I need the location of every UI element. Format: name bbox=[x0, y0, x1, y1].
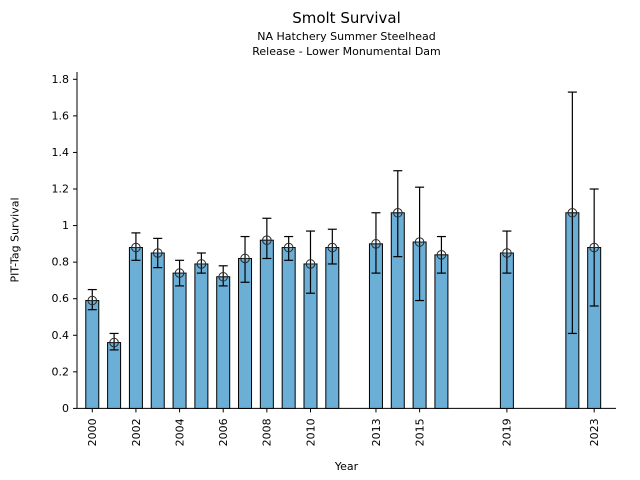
marker-circle-2003 bbox=[152, 248, 163, 258]
marker-circle-2006 bbox=[218, 271, 229, 282]
marker-circle-2014 bbox=[392, 207, 403, 218]
marker-circle-2009 bbox=[283, 242, 294, 253]
marker-circle-2013 bbox=[371, 239, 381, 249]
x-tick-label: 2023 bbox=[588, 418, 601, 446]
x-tick-label: 2006 bbox=[217, 418, 230, 446]
bar-2003 bbox=[150, 252, 165, 409]
x-tick-label: 2004 bbox=[173, 418, 186, 446]
x-tick-label: 2008 bbox=[261, 418, 274, 446]
y-tick-label: 1 bbox=[62, 219, 69, 232]
marker-circle-2007 bbox=[240, 253, 250, 264]
bar-2004 bbox=[172, 272, 187, 409]
marker-circle-2004 bbox=[174, 268, 185, 278]
bar-2011 bbox=[325, 247, 340, 409]
y-tick-label: 1.4 bbox=[52, 146, 70, 159]
y-tick-label: 0.4 bbox=[52, 329, 70, 342]
x-tick-label: 2000 bbox=[86, 418, 99, 446]
marker-circle-2022 bbox=[567, 207, 578, 218]
marker-circle-2001 bbox=[109, 337, 119, 348]
marker-circle-2002 bbox=[131, 242, 141, 253]
bar-2005 bbox=[194, 263, 209, 409]
x-tick-label: 2015 bbox=[413, 418, 426, 446]
bar-2019 bbox=[499, 252, 514, 409]
marker-circle-2023 bbox=[589, 242, 599, 253]
x-axis-label: Year bbox=[334, 460, 359, 473]
x-tick-label: 2010 bbox=[304, 418, 317, 446]
x-tick-label: 2013 bbox=[370, 418, 383, 446]
chart-title: Smolt Survival bbox=[292, 9, 401, 27]
marker-circle-2016 bbox=[436, 250, 447, 260]
x-tick-label: 2019 bbox=[501, 418, 514, 446]
marker-circle-2015 bbox=[414, 237, 425, 247]
bar-2016 bbox=[434, 254, 449, 409]
bar-2006 bbox=[216, 276, 231, 409]
marker-circle-2019 bbox=[502, 248, 512, 258]
marker-circle-2005 bbox=[196, 259, 207, 269]
bar-2000 bbox=[85, 300, 100, 409]
y-tick-label: 0.2 bbox=[52, 365, 70, 378]
y-tick-label: 0.6 bbox=[52, 292, 70, 305]
bar-2002 bbox=[128, 247, 143, 409]
bar-2001 bbox=[107, 342, 122, 409]
marker-circle-2011 bbox=[327, 242, 338, 253]
bar-2008 bbox=[259, 239, 274, 409]
bar-2009 bbox=[281, 247, 296, 409]
marker-circle-2010 bbox=[305, 259, 316, 269]
y-tick-label: 0 bbox=[62, 402, 69, 415]
chart-subtitle-line1: NA Hatchery Summer Steelhead bbox=[257, 30, 436, 43]
y-tick-label: 1.2 bbox=[52, 183, 70, 196]
chart-subtitle-line2: Release - Lower Monumental Dam bbox=[252, 45, 441, 58]
y-tick-label: 1.8 bbox=[52, 73, 70, 86]
marker-circle-2000 bbox=[87, 295, 98, 306]
y-tick-label: 0.8 bbox=[52, 256, 70, 269]
marker-circle-2008 bbox=[262, 235, 272, 245]
y-tick-label: 1.6 bbox=[52, 109, 70, 122]
x-tick-label: 2002 bbox=[130, 418, 143, 446]
